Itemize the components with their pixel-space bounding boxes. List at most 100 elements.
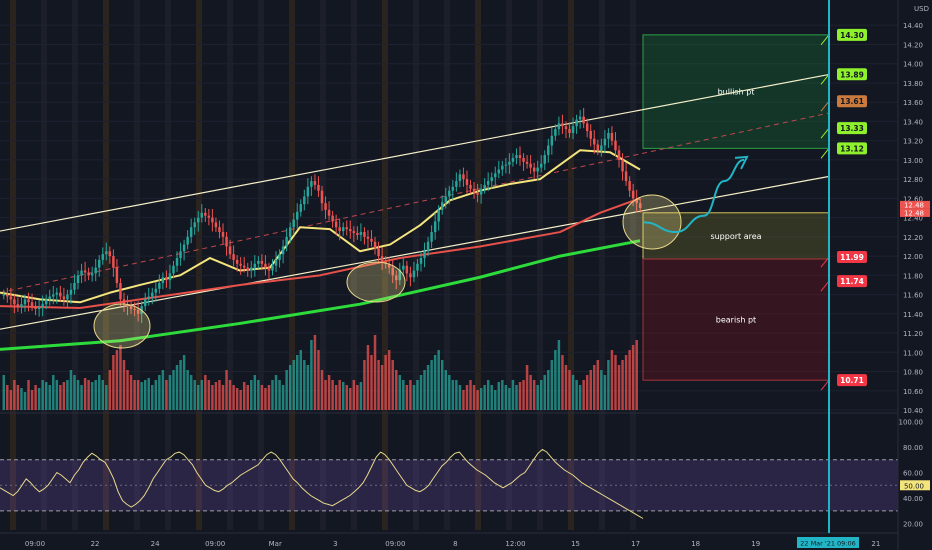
volume-bar (380, 365, 384, 410)
level-leader (820, 34, 830, 46)
candle-body (617, 150, 621, 160)
volume-bar (48, 385, 51, 410)
volume-bar (55, 380, 59, 410)
volume-bar (402, 380, 405, 410)
volume-bar (285, 370, 288, 410)
candle-body (363, 232, 366, 237)
candle-body (462, 174, 465, 180)
volume-bar (596, 360, 600, 410)
candle-body (9, 296, 13, 300)
candle-body (175, 258, 179, 266)
volume-bar (610, 350, 614, 410)
candle-body (200, 212, 204, 218)
volume-bar (271, 380, 274, 410)
session-stripe (475, 0, 481, 530)
volume-bar (165, 380, 168, 410)
volume-bar (341, 382, 345, 410)
price-tick-label: 10.80 (903, 369, 923, 377)
volume-bars (2, 335, 638, 410)
volume-bar (363, 360, 366, 410)
volume-bar (23, 392, 27, 410)
volume-bar (34, 385, 37, 410)
time-tick-label: 17 (631, 540, 640, 548)
volume-bar (430, 360, 433, 410)
candle-body (87, 272, 90, 276)
time-tick-label: 19 (751, 540, 760, 548)
volume-bar (356, 385, 359, 410)
level-badge (837, 374, 867, 387)
price-tick-label: 13.80 (903, 80, 923, 88)
volume-bar (232, 385, 235, 410)
time-axis[interactable]: 09:00222409:00Mar309:00812:0015171819202… (0, 532, 898, 548)
oscillator-axis[interactable]: 100.00 80.00 60.00 40.00 20.00 50.00 (899, 418, 931, 529)
oscillator-tick-label: 80.00 (903, 444, 923, 452)
volume-bar (440, 360, 444, 410)
volume-bar (147, 378, 150, 410)
candle-body (479, 188, 483, 195)
volume-bar (585, 375, 589, 410)
candle-body (69, 289, 73, 295)
candle-body (532, 167, 536, 172)
candle-body (158, 283, 161, 289)
volume-bar (9, 390, 13, 410)
volume-bar (433, 355, 437, 410)
highlight-ellipse (93, 303, 151, 349)
candle-body (80, 270, 83, 276)
price-tick-label: 11.60 (903, 292, 923, 300)
candle-body (589, 131, 592, 139)
candle-body (278, 254, 281, 260)
candle-body (44, 299, 48, 305)
volume-bar (635, 340, 638, 410)
candle-body (126, 304, 129, 307)
candle-body (578, 116, 582, 120)
volume-bar (16, 385, 20, 410)
zone-box (642, 212, 830, 260)
level-label: 11.99 (840, 253, 864, 262)
candle-body (593, 138, 596, 145)
session-stripe (506, 0, 512, 530)
volume-bar (582, 380, 585, 410)
current-price-badge (900, 200, 930, 209)
candle-body (232, 254, 235, 260)
price-axis[interactable]: USD 14.40 14.20 14.00 13.80 13.60 13.40 13.20 13… (897, 0, 932, 550)
candle-body (370, 238, 373, 242)
volume-bar (628, 350, 631, 410)
volume-bar (2, 375, 6, 410)
volume-bar (398, 375, 402, 410)
candle-body (253, 263, 257, 268)
volume-bar (228, 380, 232, 410)
current-price-label: 12.48 (904, 201, 924, 209)
volume-bar (568, 370, 571, 410)
volume-bar (338, 380, 341, 410)
candle-body (143, 299, 147, 307)
highlight-ellipse (622, 194, 682, 250)
candle-body (547, 145, 550, 156)
volume-bar (101, 380, 105, 410)
volume-bar (349, 388, 352, 410)
price-tick-label: 13.00 (903, 157, 923, 165)
level-label: 13.61 (840, 97, 864, 106)
volume-bar (494, 390, 497, 410)
level-badge (837, 142, 867, 155)
level-badge (837, 68, 867, 81)
candle-body (469, 184, 472, 189)
volume-bar (182, 355, 186, 410)
volume-bar (94, 380, 97, 410)
candle-body (250, 267, 253, 271)
session-stripe (630, 0, 636, 530)
candle-body (6, 294, 9, 297)
oscillator-pane (0, 448, 898, 519)
volume-bar (105, 385, 108, 410)
volume-bar (193, 380, 196, 410)
candle-body (465, 179, 469, 185)
candle-body (536, 167, 539, 172)
level-label: 11.74 (840, 277, 864, 286)
level-leader (820, 73, 830, 85)
candle-body (122, 299, 126, 305)
volume-bar (250, 380, 253, 410)
candle-body (20, 304, 23, 308)
session-stripe (537, 0, 543, 530)
candle-body (458, 174, 462, 182)
volume-bar (359, 382, 363, 410)
